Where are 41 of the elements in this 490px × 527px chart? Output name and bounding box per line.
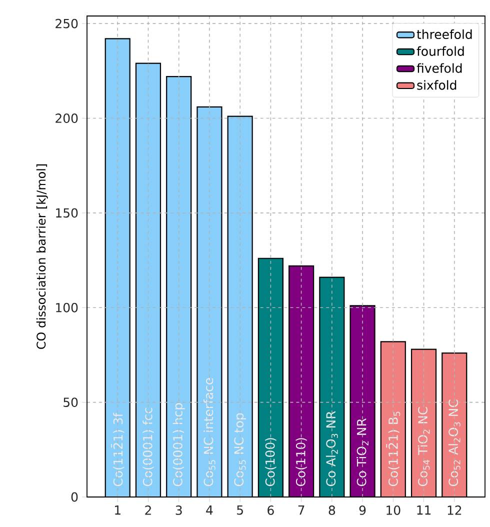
y-tick-label: 100 bbox=[56, 302, 78, 312]
x-tick-label: 1 bbox=[115, 506, 120, 515]
y-axis-title: CO dissociation barrier [kJ/mol] bbox=[36, 164, 48, 349]
annotation: Co$_{55}$ NC top bbox=[234, 413, 246, 486]
bar bbox=[166, 76, 192, 497]
annotation: Co(0001) fcc bbox=[142, 408, 154, 486]
x-tick-label: 2 bbox=[145, 506, 151, 515]
legend-label: fourfold bbox=[416, 46, 464, 56]
bar bbox=[227, 116, 253, 497]
legend-label: threefold bbox=[416, 29, 472, 40]
bar bbox=[319, 276, 345, 497]
x-tick-label: 3 bbox=[176, 506, 182, 515]
annotation: Co$_{55}$ NC interface bbox=[204, 378, 216, 486]
annotation: Co TiO$_{2}$ NR bbox=[356, 418, 368, 486]
annotation: Co(110) bbox=[296, 438, 307, 486]
annotation: Co(0001) hcp bbox=[172, 403, 185, 486]
legend-label: fivefold bbox=[416, 63, 462, 73]
annotation: Co$_{54}$ TiO$_{2}$ NC bbox=[418, 407, 430, 486]
x-tick-label: 5 bbox=[237, 506, 243, 515]
x-tick-label: 4 bbox=[206, 506, 213, 515]
bar bbox=[104, 38, 130, 497]
x-tick-label: 6 bbox=[268, 506, 274, 515]
annotation: Co Al$_{2}$O$_{3}$ NR bbox=[326, 411, 338, 486]
bar bbox=[288, 265, 314, 497]
annotation: Co(100) bbox=[265, 438, 276, 486]
y-tick-label: 200 bbox=[56, 114, 78, 123]
annotation: Co(112̄1) 3f bbox=[111, 412, 124, 486]
bar bbox=[258, 258, 284, 497]
annotation: Co(112̄1) B$_{5}$ bbox=[386, 412, 400, 486]
y-tick-label: 150 bbox=[56, 208, 78, 218]
bar bbox=[135, 62, 162, 497]
y-tick-label: 250 bbox=[56, 18, 78, 28]
x-tick-label: 7 bbox=[298, 506, 304, 515]
x-tick-label: 11 bbox=[417, 506, 431, 515]
legend-label: sixfold bbox=[417, 80, 456, 90]
y-tick-label: 0 bbox=[71, 492, 78, 502]
y-tick-label: 50 bbox=[64, 398, 78, 408]
x-tick-label: 12 bbox=[448, 506, 462, 515]
x-tick-label: 10 bbox=[386, 506, 400, 515]
x-tick-label: 8 bbox=[328, 506, 336, 515]
x-tick-label: 9 bbox=[359, 506, 366, 515]
